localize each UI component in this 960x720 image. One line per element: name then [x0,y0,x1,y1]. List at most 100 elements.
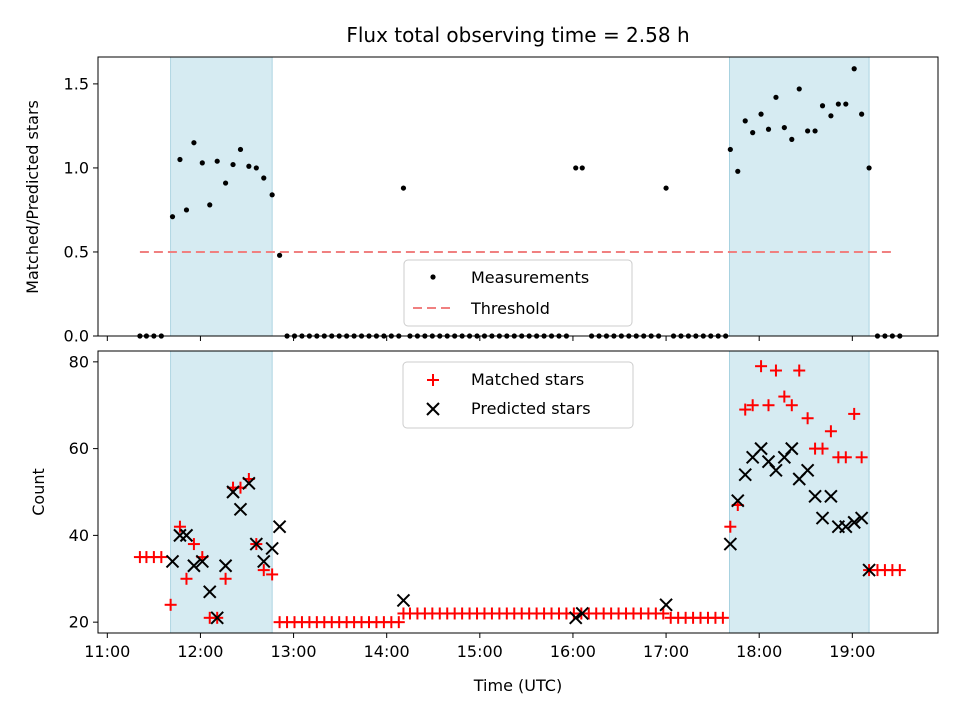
point-measurements-94 [843,101,849,107]
point-measurements-82 [750,130,756,136]
top-ytick-label-1: 0.5 [64,242,89,261]
top-ytick-label-3: 1.5 [64,74,89,93]
xtick-label-5: 16:00 [550,642,596,661]
point-measurements-86 [781,124,787,131]
top-ytick-label-0: 0.0 [64,327,89,346]
point-predicted-stars-21 [738,467,752,482]
point-predicted-stars-36 [854,511,869,525]
xtick-label-6: 17:00 [643,642,689,661]
point-predicted-stars-4 [195,554,210,569]
point-measurements-35 [400,185,407,191]
legend-label-predicted-stars: Predicted stars [471,399,591,418]
point-measurements-6 [183,207,190,213]
bot-ytick-label-0: 20 [69,613,89,632]
xtick-label-1: 12:00 [177,642,223,661]
point-matched-stars-95 [848,407,861,420]
point-matched-stars-83 [755,360,768,373]
x-axis-label: Time (UTC) [473,676,562,695]
point-matched-stars-5 [173,520,186,533]
legend-label-matched-stars: Matched stars [471,370,584,389]
point-predicted-stars-20 [731,493,745,508]
point-predicted-stars-16 [569,611,583,625]
point-matched-stars-85 [769,364,782,377]
point-measurements-13 [237,146,244,153]
bottom-panel: 20 40 60 80 11:00 12:00 13:00 14:00 15:00 16:00 1… [29,350,939,695]
point-measurements-9 [207,202,213,208]
point-matched-stars-87 [785,399,798,412]
point-matched-stars-16 [257,564,270,577]
point-measurements-58 [573,165,579,171]
point-predicted-stars-14 [272,520,287,534]
point-matched-stars-94 [839,451,852,464]
xtick-label-2: 13:00 [271,642,317,661]
bottom-legend: Matched stars Predicted stars [402,361,634,429]
point-measurements-85 [773,94,779,100]
top-plot-frame [97,56,939,337]
point-predicted-stars-27 [785,441,799,456]
legend-marker-matched-stars [427,374,439,386]
xtick-label-7: 18:00 [736,642,782,661]
point-predicted-stars-32 [824,489,838,504]
point-measurements-10 [214,158,220,164]
xtick-label-4: 15:00 [457,642,503,661]
point-predicted-stars-9 [233,502,248,517]
point-predicted-stars-0 [165,554,180,569]
point-predicted-stars-35 [847,515,861,530]
point-predicted-stars-8 [226,485,240,499]
top-shaded-span-1 [170,56,273,337]
point-predicted-stars-37 [862,563,876,577]
bot-shaded-span-2 [728,350,870,634]
point-measurements-79 [727,146,733,153]
top-panel: 0.0 0.5 1.0 1.5 Matched/Predicted stars Mea… [23,56,939,346]
bot-shaded-span-1 [170,350,273,634]
point-measurements-90 [812,128,818,134]
point-predicted-stars-11 [249,537,264,551]
bottom-y-axis-label: Count [29,468,48,516]
point-predicted-stars-5 [203,585,217,599]
point-measurements-11 [222,180,229,186]
point-predicted-stars-23 [754,441,768,456]
point-predicted-stars-15 [396,593,411,608]
point-predicted-stars-30 [808,489,822,504]
point-matched-stars-11 [219,572,232,585]
xtick-label-8: 19:00 [829,642,875,661]
legend-label-measurements: Measurements [471,268,589,287]
bot-ytick-label-2: 60 [69,439,89,458]
point-matched-stars-91 [816,442,829,455]
point-matched-stars-81 [739,403,752,416]
legend-marker-predicted-stars [426,402,440,416]
point-matched-stars-101 [893,564,906,577]
point-matched-stars-34 [392,616,405,629]
top-y-axis-label: Matched/Predicted stars [23,100,42,294]
point-matched-stars-79 [724,520,737,533]
point-matched-stars-88 [793,364,806,377]
point-predicted-stars-31 [815,511,830,525]
point-predicted-stars-17 [575,606,589,621]
point-measurements-8 [199,160,205,166]
point-matched-stars-89 [801,412,814,425]
point-matched-stars-92 [824,425,837,438]
point-predicted-stars-3 [187,559,201,573]
point-measurements-59 [579,165,585,171]
point-predicted-stars-6 [210,611,224,625]
point-matched-stars-86 [778,390,791,403]
bottom-plot-frame [97,350,939,634]
point-measurements-4 [169,214,176,220]
xtick-label-0: 11:00 [84,642,130,661]
point-predicted-stars-25 [769,463,783,478]
chart-title: Flux total observing time = 2.58 h [346,23,689,47]
top-shaded-span-2 [728,56,870,337]
point-predicted-stars-1 [173,528,187,543]
point-matched-stars-3 [155,551,168,564]
xtick-label-3: 14:00 [364,642,410,661]
point-matched-stars-17 [266,568,279,581]
legend-marker-measurements [430,274,436,280]
point-measurements-87 [789,136,795,142]
point-measurements-91 [819,103,826,109]
point-measurements-5 [177,156,183,163]
point-measurements-88 [796,86,802,92]
point-measurements-96 [859,111,865,117]
point-measurements-70 [663,185,669,191]
bot-ytick-label-1: 40 [69,526,89,545]
